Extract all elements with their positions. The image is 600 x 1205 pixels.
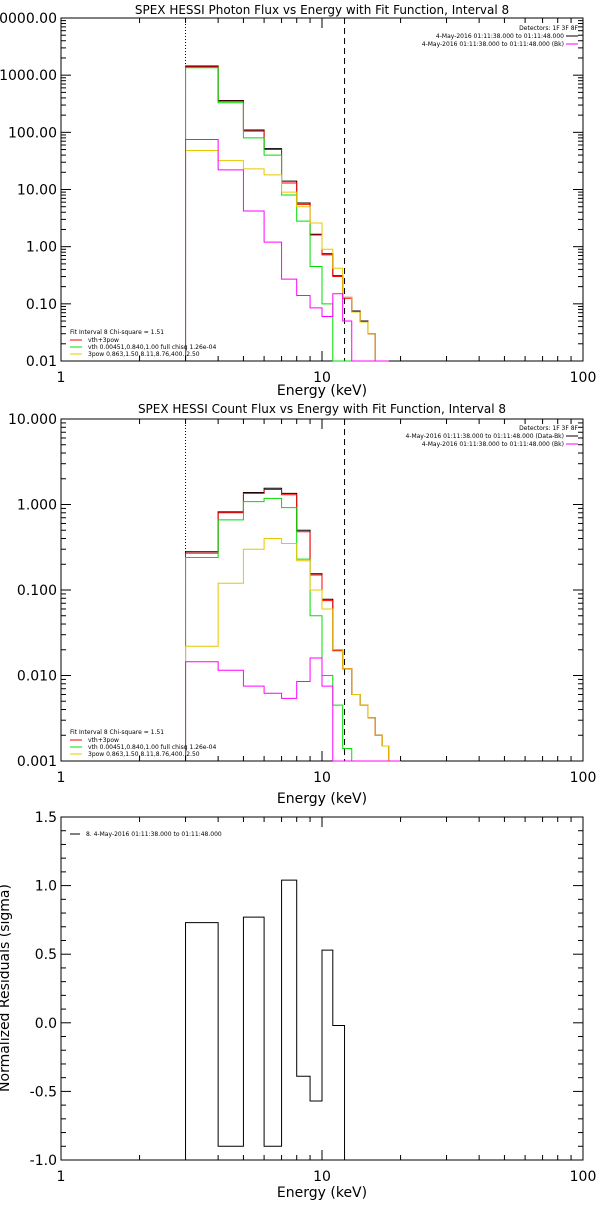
legend-label: 3pow 0.863,1.50,8.11,8.76,400.,2.50 bbox=[88, 751, 200, 758]
y-tick-label: 0.10 bbox=[26, 297, 57, 313]
series-line bbox=[185, 538, 401, 762]
x-tick-label: 100 bbox=[570, 770, 597, 786]
interval-text: 4-May-2016 01:11:38.000 to 01:11:48.000 … bbox=[405, 433, 564, 440]
info-box: Detectors: 1F 3F 8F 4-May-2016 01:11:38.… bbox=[405, 425, 578, 448]
x-axis-label: Energy (keV) bbox=[277, 1185, 367, 1200]
x-tick-label: 1 bbox=[57, 1169, 66, 1185]
residual-legend: 8. 4-May-2016 01:11:38.000 to 01:11:48.0… bbox=[70, 831, 222, 838]
y-tick-label: 0000.00 bbox=[0, 11, 57, 27]
legend-label: 8. 4-May-2016 01:11:38.000 to 01:11:48.0… bbox=[86, 831, 222, 838]
y-tick-label: 1000.00 bbox=[0, 68, 57, 84]
y-tick-label: -0.5 bbox=[30, 1084, 57, 1100]
x-tick-label: 10 bbox=[313, 770, 331, 786]
photon-flux-panel: SPEX HESSI Photon Flux vs Energy with Fi… bbox=[0, 3, 596, 399]
legend-label: vth+3pow bbox=[88, 737, 119, 744]
y-tick-label: -1.0 bbox=[30, 1153, 57, 1169]
legend-label: 3pow 0.863,1.50,8.11,8.76,400.,2.50 bbox=[88, 351, 200, 358]
axis-ticks bbox=[60, 419, 583, 762]
x-tick-label: 100 bbox=[570, 1169, 597, 1185]
y-tick-label: 0.001 bbox=[17, 754, 57, 770]
vertical-markers bbox=[185, 18, 346, 361]
series-lines bbox=[185, 487, 401, 762]
tick-labels: 1 10 100 0.01 0.10 1.00 10.00 100.00 1000.00 0000… bbox=[0, 11, 596, 386]
interval-text: 4-May-2016 01:11:38.000 to 01:11:48.000 bbox=[436, 33, 564, 40]
series-line bbox=[185, 65, 389, 362]
info-box: Detectors: 1F 3F 8F 4-May-2016 01:11:38.… bbox=[422, 25, 579, 48]
y-tick-label: 0.5 bbox=[35, 947, 57, 963]
tick-labels: 1 10 100 -1.0 -0.5 0.0 0.5 1.0 1.5 bbox=[30, 810, 597, 1185]
panel-title: SPEX HESSI Photon Flux vs Energy with Fi… bbox=[135, 3, 509, 17]
x-axis-label: Energy (keV) bbox=[277, 791, 367, 807]
count-flux-panel: SPEX HESSI Count Flux vs Energy with Fit… bbox=[8, 402, 596, 807]
series-lines bbox=[185, 65, 389, 362]
legend-label: vth+3pow bbox=[88, 337, 119, 344]
fit-legend: Fit Interval 8 Chi-square = 1.51 vth+3po… bbox=[70, 729, 216, 758]
x-tick-label: 1 bbox=[57, 370, 66, 386]
residuals-panel: 1 10 100-1.0-0.50.00.51.01.5 Energy (keV) … bbox=[0, 810, 597, 1201]
x-tick-label: 10 bbox=[313, 370, 331, 386]
axis-ticks bbox=[60, 18, 583, 362]
y-tick-label: 100.00 bbox=[8, 125, 57, 141]
series-line bbox=[185, 66, 389, 362]
y-tick-label: 1.0 bbox=[35, 879, 57, 895]
fit-legend: Fit Interval 8 Chi-square = 1.51 vth+3po… bbox=[70, 329, 216, 358]
y-axis-label: Normalized Residuals (sigma) bbox=[0, 884, 13, 1092]
y-tick-label: 10.000 bbox=[8, 412, 57, 428]
axis-ticks bbox=[60, 816, 583, 1161]
series-lines bbox=[185, 879, 346, 1160]
x-tick-label: 1 bbox=[57, 770, 66, 786]
y-tick-label: 0.010 bbox=[17, 669, 57, 685]
series-line bbox=[185, 150, 389, 362]
y-tick-label: 1.00 bbox=[26, 240, 57, 256]
x-tick-label: 10 bbox=[313, 1169, 331, 1185]
y-tick-label: 0.01 bbox=[26, 354, 57, 370]
tick-labels: 1 10 100 0.001 0.010 0.100 1.000 10.000 bbox=[8, 412, 596, 786]
series-line bbox=[185, 138, 389, 362]
legend-label: vth 0.00451,0.840,1.00 full chisq 1.26e-… bbox=[88, 344, 216, 351]
legend-label: vth 0.00451,0.840,1.00 full chisq 1.26e-… bbox=[88, 744, 216, 751]
y-tick-label: 1.000 bbox=[17, 498, 57, 514]
detectors-text: Detectors: 1F 3F 8F bbox=[519, 25, 578, 32]
series-line bbox=[185, 67, 389, 362]
y-tick-label: 1.5 bbox=[35, 810, 57, 826]
y-tick-label: 10.00 bbox=[17, 183, 57, 199]
fit-info-text: Fit Interval 8 Chi-square = 1.51 bbox=[70, 329, 164, 336]
x-axis-label: Energy (keV) bbox=[277, 383, 367, 399]
y-tick-label: 0.100 bbox=[17, 583, 57, 599]
detectors-text: Detectors: 1F 3F 8F bbox=[519, 425, 578, 432]
series-line bbox=[185, 657, 401, 762]
panel-title: SPEX HESSI Count Flux vs Energy with Fit… bbox=[138, 402, 506, 416]
series-line bbox=[185, 879, 346, 1160]
fit-info-text: Fit Interval 8 Chi-square = 1.51 bbox=[70, 729, 164, 736]
background-text: 4-May-2016 01:11:38.000 to 01:11:48.000 … bbox=[422, 41, 564, 48]
x-tick-label: 100 bbox=[570, 370, 597, 386]
background-text: 4-May-2016 01:11:38.000 to 01:11:48.000 … bbox=[422, 441, 564, 448]
y-tick-label: 0.0 bbox=[35, 1016, 57, 1032]
